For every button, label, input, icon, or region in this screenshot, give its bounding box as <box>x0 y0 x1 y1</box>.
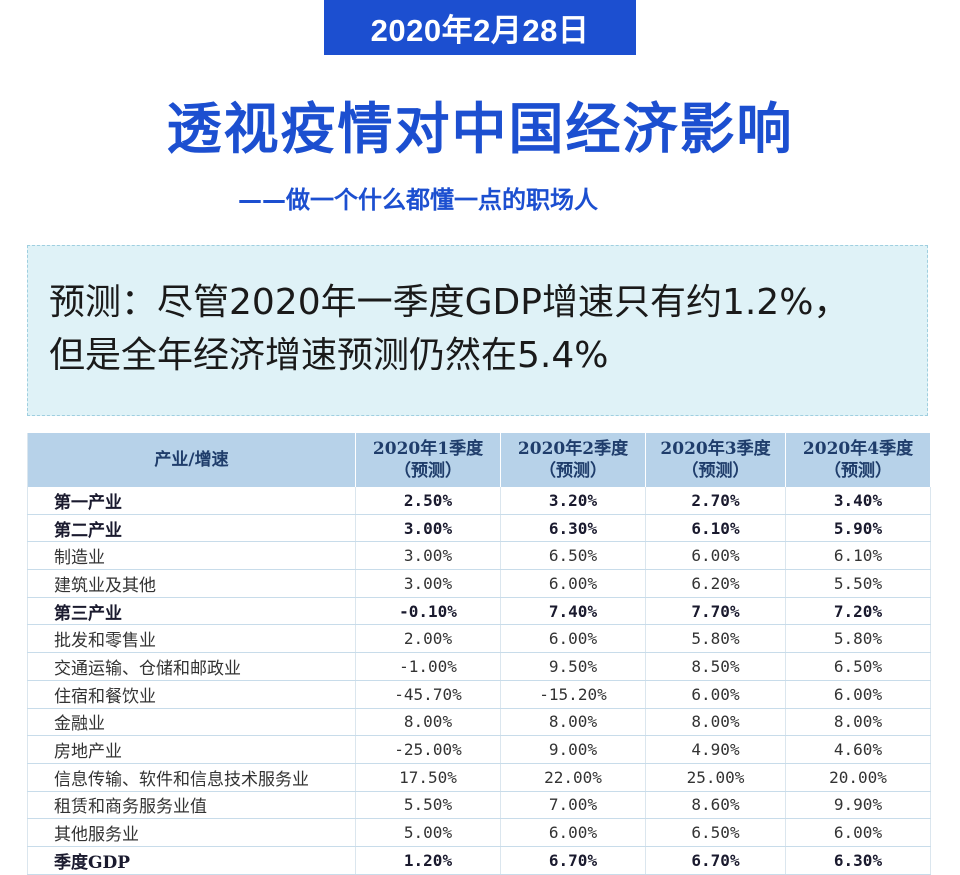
row-value-q3: 25.00% <box>645 763 786 792</box>
row-value-q2: 3.20% <box>500 487 646 515</box>
row-label: 第一产业 <box>27 487 356 515</box>
row-label: 季度GDP <box>27 846 356 875</box>
row-value-q2: 6.30% <box>500 514 646 543</box>
table-row: 房地产业 -25.00% 9.00% 4.90% 4.60% <box>27 735 931 764</box>
row-value-q2: 8.00% <box>500 708 646 737</box>
row-value-q2: 22.00% <box>500 763 646 792</box>
table-row: 建筑业及其他 3.00% 6.00% 6.20% 5.50% <box>27 569 931 598</box>
row-value-q1: 3.00% <box>355 569 501 598</box>
table-row: 第一产业 2.50% 3.20% 2.70% 3.40% <box>27 487 931 515</box>
forecast-box: 预测：尽管2020年一季度GDP增速只有约1.2%， 但是全年经济增速预测仍然在… <box>27 245 928 416</box>
header-q2: 2020年2季度 （预测） <box>500 433 646 487</box>
row-value-q4: 20.00% <box>785 763 931 792</box>
row-value-q2: 6.00% <box>500 624 646 654</box>
row-value-q1: -45.70% <box>355 680 501 709</box>
row-value-q2: 6.00% <box>500 818 646 847</box>
row-value-q1: 17.50% <box>355 763 501 792</box>
forecast-text: 预测：尽管2020年一季度GDP增速只有约1.2%， 但是全年经济增速预测仍然在… <box>49 276 919 382</box>
row-value-q1: -1.00% <box>355 652 501 681</box>
row-value-q1: -25.00% <box>355 735 501 764</box>
row-value-q1: 8.00% <box>355 708 501 737</box>
row-value-q2: 6.50% <box>500 541 646 571</box>
row-value-q4: 6.50% <box>785 652 931 681</box>
header-q4: 2020年4季度 （预测） <box>785 433 931 487</box>
row-label: 第二产业 <box>27 514 356 543</box>
header-q3: 2020年3季度 （预测） <box>645 433 786 487</box>
row-value-q2: 9.50% <box>500 652 646 681</box>
row-value-q1: 3.00% <box>355 541 501 571</box>
row-value-q1: 5.50% <box>355 791 501 820</box>
row-value-q1: 3.00% <box>355 514 501 543</box>
row-label: 批发和零售业 <box>27 624 356 654</box>
table-header-row: 产业/增速 2020年1季度 （预测） 2020年2季度 （预测） 2020年3季度… <box>27 433 931 487</box>
row-value-q3: 6.70% <box>645 846 786 875</box>
table-row: 金融业 8.00% 8.00% 8.00% 8.00% <box>27 708 931 737</box>
row-value-q3: 6.50% <box>645 818 786 847</box>
row-value-q2: 7.40% <box>500 597 646 626</box>
row-value-q3: 6.00% <box>645 680 786 709</box>
row-value-q3: 8.50% <box>645 652 786 681</box>
row-label: 信息传输、软件和信息技术服务业 <box>27 763 356 792</box>
row-value-q4: 4.60% <box>785 735 931 764</box>
row-value-q4: 3.40% <box>785 487 931 515</box>
row-value-q2: -15.20% <box>500 680 646 709</box>
table-row: 第三产业 -0.10% 7.40% 7.70% 7.20% <box>27 597 931 626</box>
row-value-q2: 9.00% <box>500 735 646 764</box>
row-value-q4: 6.30% <box>785 846 931 875</box>
row-label: 房地产业 <box>27 735 356 764</box>
row-value-q4: 7.20% <box>785 597 931 626</box>
row-value-q1: 2.50% <box>355 487 501 515</box>
row-value-q3: 8.60% <box>645 791 786 820</box>
table-row: 信息传输、软件和信息技术服务业 17.50% 22.00% 25.00% 20.00% <box>27 763 931 792</box>
row-value-q4: 9.90% <box>785 791 931 820</box>
row-value-q2: 6.70% <box>500 846 646 875</box>
row-label: 住宿和餐饮业 <box>27 680 356 709</box>
row-value-q2: 6.00% <box>500 569 646 598</box>
table-row: 季度GDP 1.20% 6.70% 6.70% 6.30% <box>27 846 931 875</box>
row-value-q2: 7.00% <box>500 791 646 820</box>
table-row: 制造业 3.00% 6.50% 6.00% 6.10% <box>27 541 931 571</box>
table-row: 交通运输、仓储和邮政业 -1.00% 9.50% 8.50% 6.50% <box>27 652 931 681</box>
row-value-q4: 5.50% <box>785 569 931 598</box>
growth-table: 产业/增速 2020年1季度 （预测） 2020年2季度 （预测） 2020年3季度… <box>27 433 931 875</box>
row-value-q3: 6.10% <box>645 514 786 543</box>
row-label: 金融业 <box>27 708 356 737</box>
row-value-q3: 6.00% <box>645 541 786 571</box>
row-value-q4: 5.80% <box>785 624 931 654</box>
row-value-q4: 6.00% <box>785 680 931 709</box>
row-value-q4: 5.90% <box>785 514 931 543</box>
row-label: 其他服务业 <box>27 818 356 847</box>
row-value-q1: 5.00% <box>355 818 501 847</box>
forecast-line-1: 预测：尽管2020年一季度GDP增速只有约1.2%， <box>49 282 850 323</box>
row-label: 租赁和商务服务业值 <box>27 791 356 820</box>
row-value-q4: 6.00% <box>785 818 931 847</box>
page-title: 透视疫情对中国经济影响 <box>166 97 794 161</box>
date-badge: 2020年2月28日 <box>324 0 636 55</box>
row-value-q4: 8.00% <box>785 708 931 737</box>
table-row: 批发和零售业 2.00% 6.00% 5.80% 5.80% <box>27 624 931 654</box>
table-row: 租赁和商务服务业值 5.50% 7.00% 8.60% 9.90% <box>27 791 931 820</box>
table-row: 住宿和餐饮业 -45.70% -15.20% 6.00% 6.00% <box>27 680 931 709</box>
row-value-q4: 6.10% <box>785 541 931 571</box>
row-value-q1: -0.10% <box>355 597 501 626</box>
header-q1: 2020年1季度 （预测） <box>355 433 501 487</box>
row-value-q1: 1.20% <box>355 846 501 875</box>
forecast-line-2: 但是全年经济增速预测仍然在5.4% <box>49 335 609 376</box>
table-row: 第二产业 3.00% 6.30% 6.10% 5.90% <box>27 514 931 543</box>
row-value-q3: 2.70% <box>645 487 786 515</box>
row-value-q3: 7.70% <box>645 597 786 626</box>
row-label: 制造业 <box>27 541 356 571</box>
row-value-q3: 4.90% <box>645 735 786 764</box>
row-value-q3: 6.20% <box>645 569 786 598</box>
page-subtitle: ——做一个什么都懂一点的职场人 <box>238 186 598 214</box>
row-value-q1: 2.00% <box>355 624 501 654</box>
row-label: 建筑业及其他 <box>27 569 356 598</box>
header-sector: 产业/增速 <box>27 433 356 487</box>
row-label: 第三产业 <box>27 597 356 626</box>
row-value-q3: 8.00% <box>645 708 786 737</box>
table-row: 其他服务业 5.00% 6.00% 6.50% 6.00% <box>27 818 931 847</box>
row-label: 交通运输、仓储和邮政业 <box>27 652 356 681</box>
row-value-q3: 5.80% <box>645 624 786 654</box>
